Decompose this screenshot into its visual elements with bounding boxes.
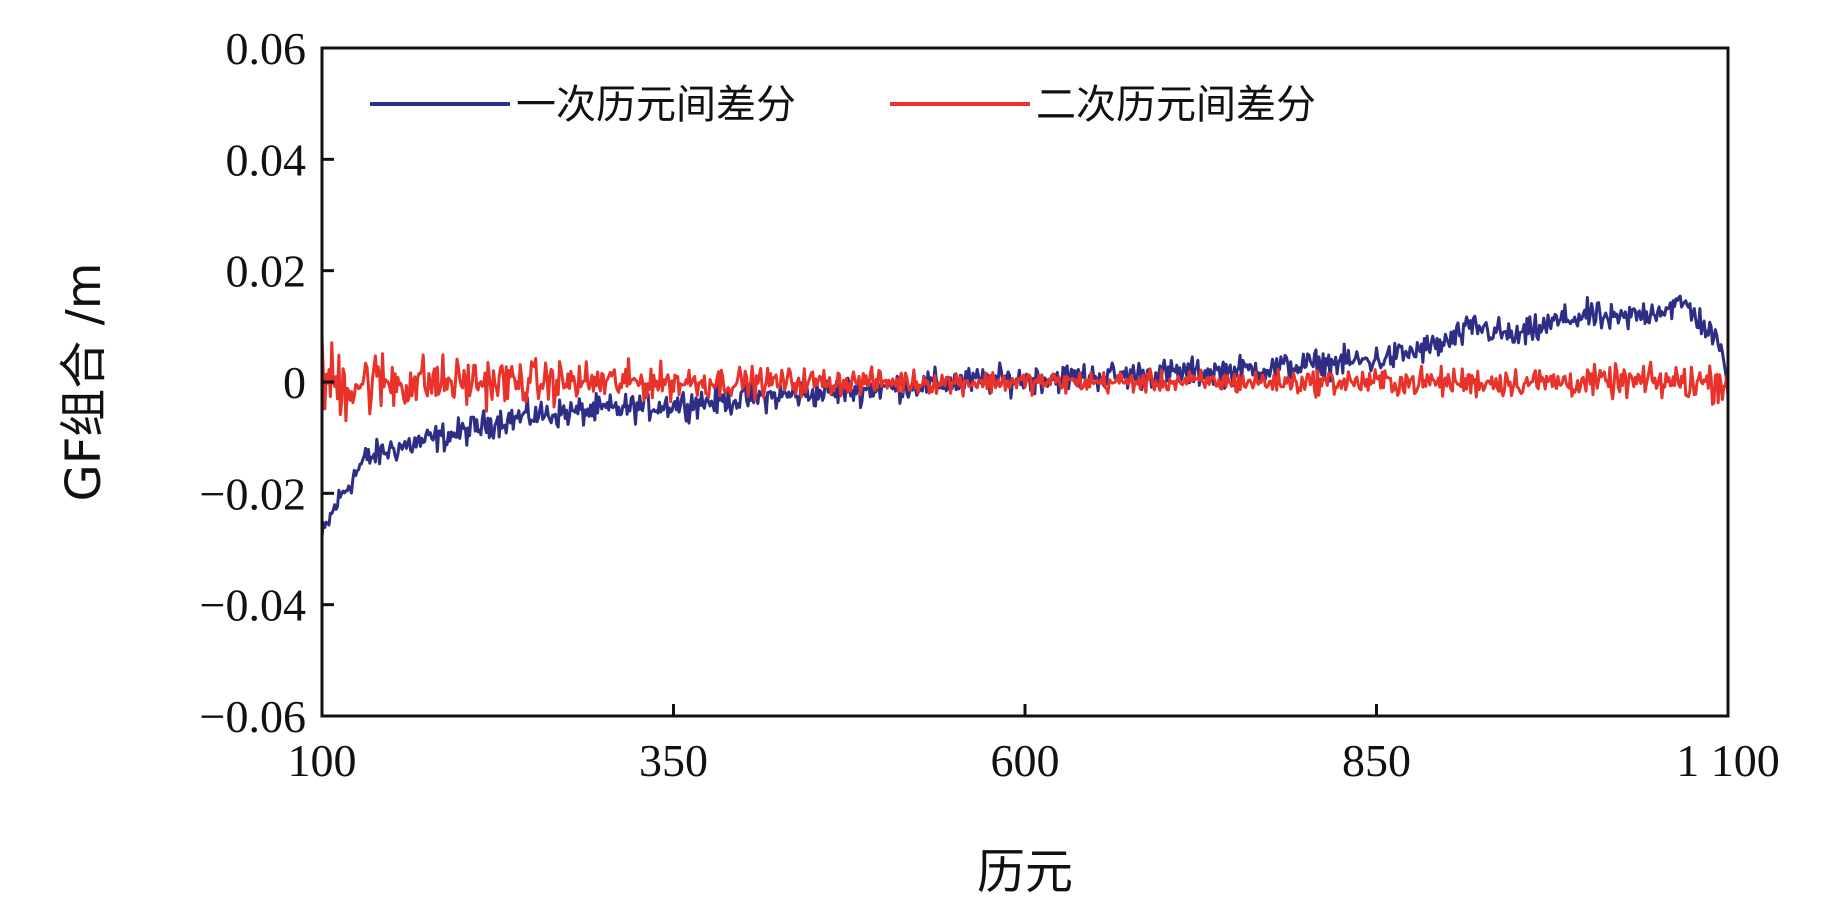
x-tick-label: 100 xyxy=(288,735,357,786)
x-tick-label: 1 100 xyxy=(1676,735,1780,786)
y-tick-label: 0 xyxy=(283,357,306,408)
y-tick-label: −0.02 xyxy=(200,468,306,519)
legend-label-1: 一次历元间差分 xyxy=(516,82,796,128)
y-tick-label: 0.06 xyxy=(226,23,307,74)
x-tick-label: 600 xyxy=(991,735,1060,786)
x-tick-label: 350 xyxy=(639,735,708,786)
legend: 一次历元间差分 二次历元间差分 xyxy=(370,82,1316,128)
y-tick-label: 0.02 xyxy=(226,246,307,297)
series-line-2 xyxy=(322,338,1728,423)
x-tick-label: 850 xyxy=(1342,735,1411,786)
series-line-1 xyxy=(322,294,1728,537)
legend-label-2: 二次历元间差分 xyxy=(1036,82,1316,128)
y-tick-label: −0.04 xyxy=(200,580,306,631)
tick-layer: 100 350 600 850 1 100 0.06 0.04 0.02 0 −0.02 −0.04… xyxy=(200,23,1780,786)
series-layer xyxy=(322,294,1728,537)
y-tick-label: −0.06 xyxy=(200,691,306,742)
y-tick-label: 0.04 xyxy=(226,134,307,185)
y-axis-title: GF组合 /m xyxy=(56,263,112,502)
x-axis-title: 历元 xyxy=(977,844,1073,898)
